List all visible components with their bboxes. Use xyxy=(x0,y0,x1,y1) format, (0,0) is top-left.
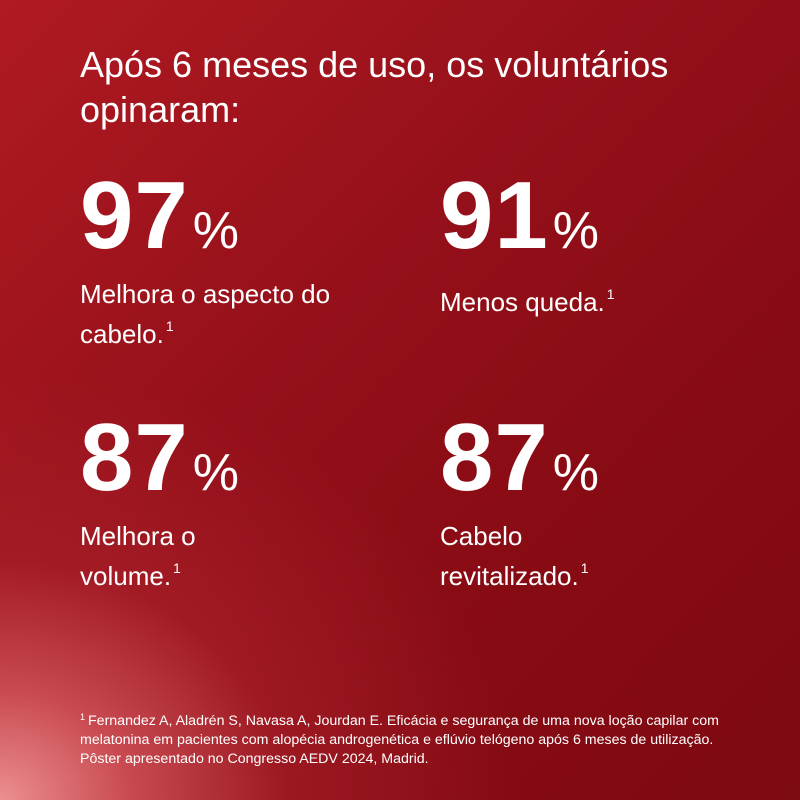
stat-label: Melhora o aspecto do cabelo. 1 xyxy=(80,278,380,350)
reference-marker: 1 xyxy=(580,560,589,576)
footnote-text: Fernandez A, Aladrén S, Navasa A, Jourda… xyxy=(80,713,719,767)
reference-marker: 1 xyxy=(165,318,174,334)
stat-label-text: Melhora o volume. xyxy=(80,521,196,591)
stat-revitalized: 87 % Cabelo revitalizado. 1 xyxy=(440,410,640,592)
stat-number: 91 % xyxy=(440,168,740,264)
stat-label: Menos queda. 1 xyxy=(440,278,740,318)
stat-value: 87 xyxy=(80,404,189,511)
footnote: 1 Fernandez A, Aladrén S, Navasa A, Jourd… xyxy=(80,708,740,769)
stat-number: 87 % xyxy=(80,410,240,506)
reference-marker: 1 xyxy=(606,286,615,302)
reference-marker: 1 xyxy=(173,560,181,576)
stat-unit: % xyxy=(552,444,600,502)
footnote-marker: 1 xyxy=(80,712,86,722)
stat-value: 87 xyxy=(440,404,549,511)
stat-unit: % xyxy=(192,202,240,260)
stat-volume: 87 % Melhora o volume. 1 xyxy=(80,410,240,592)
stat-label-text: Melhora o aspecto do cabelo. xyxy=(80,279,331,349)
headline: Após 6 meses de uso, os voluntários opin… xyxy=(80,44,669,130)
stat-label: Cabelo revitalizado. 1 xyxy=(440,520,640,592)
stat-appearance: 97 % Melhora o aspecto do cabelo. 1 xyxy=(80,168,380,350)
stat-value: 97 xyxy=(80,162,189,269)
stat-label-text: Menos queda. xyxy=(440,287,605,317)
stat-number: 97 % xyxy=(80,168,380,264)
stat-unit: % xyxy=(552,202,600,260)
stat-number: 87 % xyxy=(440,410,640,506)
stat-label-text: Cabelo revitalizado. xyxy=(440,521,579,591)
stat-label: Melhora o volume. 1 xyxy=(80,520,240,592)
stat-less-hair-loss: 91 % Menos queda. 1 xyxy=(440,168,740,318)
stat-unit: % xyxy=(192,444,240,502)
stat-value: 91 xyxy=(440,162,549,269)
